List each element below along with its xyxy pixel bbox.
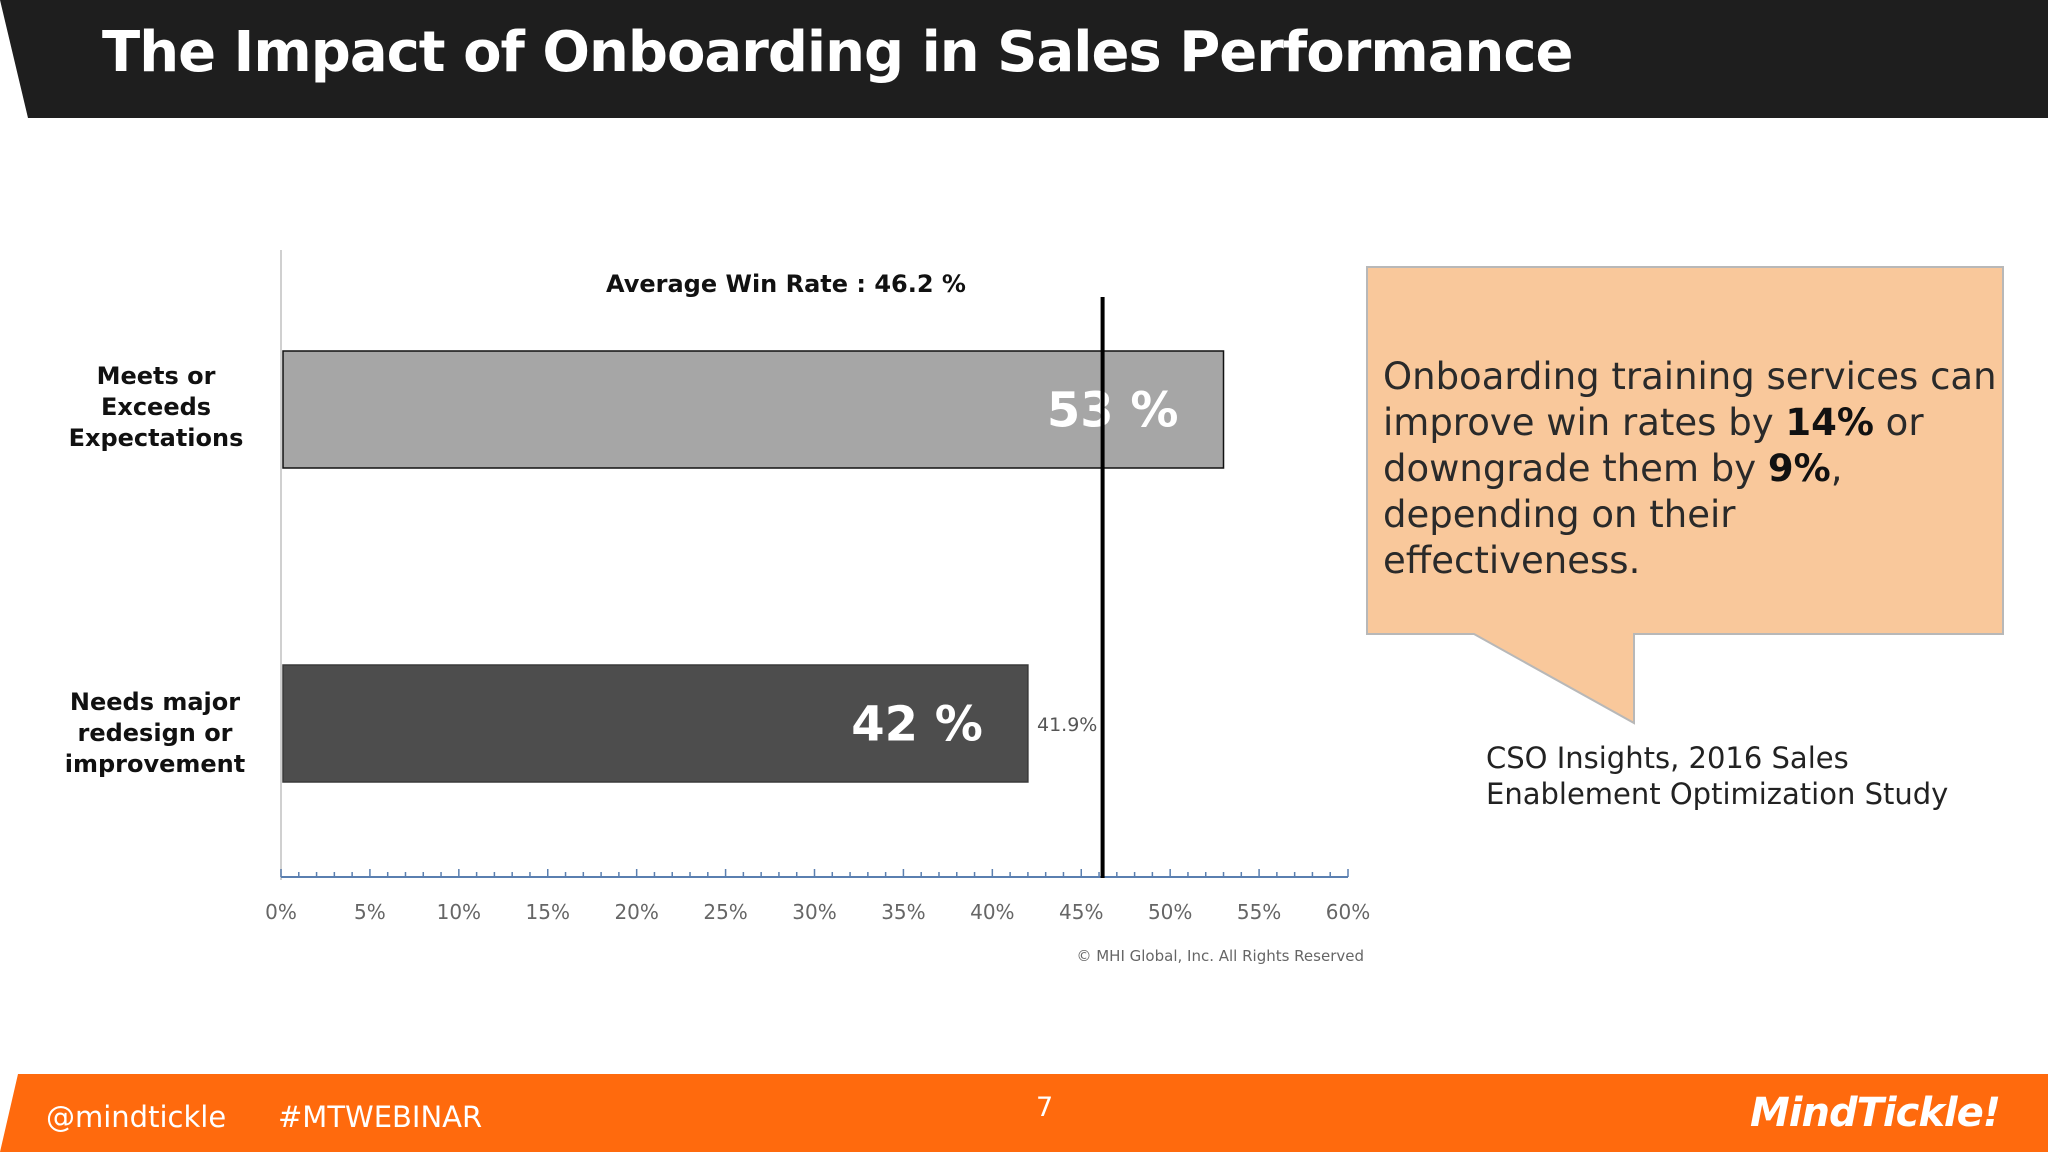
callout-highlight-improve: 14% — [1785, 401, 1874, 444]
x-tick-label: 15% — [526, 900, 570, 924]
category-label-needs-redesign: Needs major redesign or improvement — [55, 687, 255, 780]
bar-1 — [282, 664, 1029, 783]
x-tick-label: 30% — [792, 900, 836, 924]
callout-text-part: , depending on their effectiveness. — [1383, 447, 1843, 582]
category-label-line: Exceeds — [100, 393, 212, 421]
x-tick-label: 5% — [354, 900, 386, 924]
logo-text: MindTickle — [1750, 1090, 1984, 1136]
x-tick-label: 0% — [265, 900, 297, 924]
category-label-line: improvement — [64, 750, 246, 778]
bar-0 — [282, 350, 1225, 469]
bars: 53 % 42 % — [282, 350, 1225, 783]
category-label-line: Expectations — [68, 424, 244, 452]
x-axis-minor-ticks — [280, 869, 1349, 877]
footer-hashtag: #MTWEBINAR — [278, 1100, 483, 1134]
bar-value-label: 53 % — [1047, 383, 1179, 439]
callout-bubble — [1366, 266, 2004, 725]
chart-copyright: © MHI Global, Inc. All Rights Reserved — [1076, 947, 1364, 965]
footer-handle: @mindtickle — [46, 1100, 227, 1134]
callout-highlight-downgrade: 9% — [1767, 447, 1831, 490]
x-tick-label: 25% — [703, 900, 747, 924]
x-axis-tick-labels: 0% 5% 10% 15% 20% 25% 30% 35% 40% 45% 50% 55% 60% — [265, 900, 1370, 924]
logo-mark-icon: ! — [1982, 1090, 2001, 1136]
footer-bar — [0, 1074, 2048, 1152]
page-number: 7 — [1036, 1092, 1054, 1123]
x-tick-label: 40% — [970, 900, 1014, 924]
bar-secondary-label: 41.9% — [1037, 714, 1097, 736]
x-tick-label: 55% — [1237, 900, 1281, 924]
x-tick-label: 20% — [614, 900, 658, 924]
category-label-line: Meets or — [96, 362, 216, 390]
x-tick-label: 60% — [1326, 900, 1370, 924]
callout-text-part: Onboarding training services can improve… — [1383, 355, 1997, 444]
source-citation: CSO Insights, 2016 Sales Enablement Opti… — [1486, 741, 1949, 811]
x-tick-label: 35% — [881, 900, 925, 924]
category-label-line: redesign or — [77, 719, 233, 747]
x-tick-label: 10% — [437, 900, 481, 924]
title-bar — [0, 0, 2048, 118]
bar-value-label: 42 % — [851, 697, 983, 753]
x-tick-label: 50% — [1148, 900, 1192, 924]
mindtickle-logo: MindTickle! — [1750, 1090, 2001, 1136]
x-tick-label: 45% — [1059, 900, 1103, 924]
callout-text-part: or downgrade them by — [1383, 401, 1924, 490]
average-win-rate-label: Average Win Rate : 46.2 % — [606, 270, 966, 298]
category-label-line: Needs major — [69, 688, 241, 716]
callout-text: Onboarding training services can improve… — [1383, 354, 2003, 584]
slide-title: The Impact of Onboarding in Sales Perfor… — [102, 20, 1574, 85]
category-label-meets-exceeds: Meets or Exceeds Expectations — [56, 361, 256, 454]
